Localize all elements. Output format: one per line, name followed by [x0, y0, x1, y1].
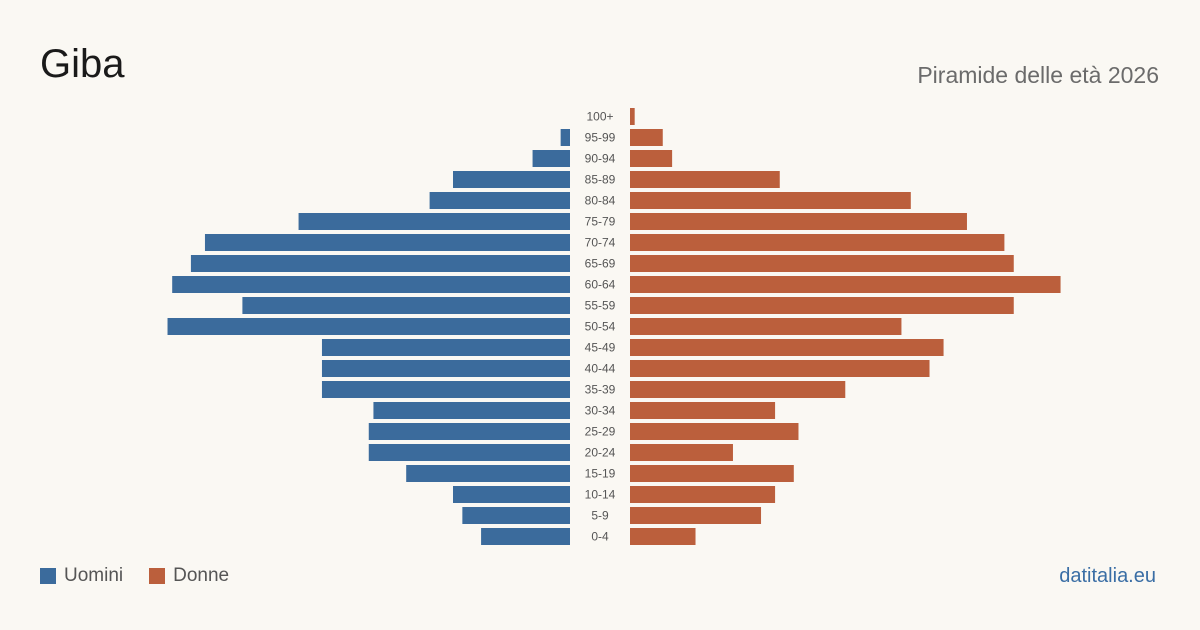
age-label-10-14: 10-14 [585, 488, 616, 502]
bar-men-0-4 [481, 528, 570, 545]
bar-men-25-29 [368, 423, 570, 440]
bar-men-85-89 [453, 171, 570, 188]
age-label-20-24: 20-24 [585, 446, 616, 460]
bar-women-45-49 [630, 339, 944, 356]
bar-men-50-54 [167, 318, 570, 335]
age-label-30-34: 30-34 [585, 404, 616, 418]
bar-women-25-29 [630, 423, 799, 440]
bar-women-75-79 [630, 213, 967, 230]
legend-label-women: Donne [173, 565, 230, 586]
bar-men-20-24 [368, 444, 570, 461]
bar-women-65-69 [630, 255, 1014, 272]
age-label-45-49: 45-49 [585, 341, 616, 355]
legend-swatch-men [40, 568, 56, 584]
bar-women-80-84 [630, 192, 911, 209]
age-label-75-79: 75-79 [585, 215, 616, 229]
bar-women-70-74 [630, 234, 1005, 251]
age-label-50-54: 50-54 [585, 320, 616, 334]
legend: Uomini Donne [40, 565, 229, 587]
age-label-70-74: 70-74 [585, 236, 616, 250]
age-label-5-9: 5-9 [591, 509, 609, 523]
bar-men-10-14 [453, 486, 570, 503]
bar-women-30-34 [630, 402, 776, 419]
bar-men-45-49 [321, 339, 570, 356]
legend-swatch-women [149, 568, 166, 584]
legend-item-women: Donne [149, 565, 229, 587]
age-label-85-89: 85-89 [585, 173, 616, 187]
age-label-80-84: 80-84 [585, 194, 616, 208]
age-label-35-39: 35-39 [585, 383, 616, 397]
bar-women-100+ [630, 108, 635, 125]
bar-women-40-44 [630, 360, 930, 377]
age-label-55-59: 55-59 [585, 299, 616, 313]
bar-women-95-99 [630, 129, 663, 146]
bar-women-5-9 [630, 507, 762, 524]
bar-women-90-94 [630, 150, 673, 167]
bar-men-35-39 [321, 381, 570, 398]
bar-women-50-54 [630, 318, 902, 335]
bar-men-30-34 [373, 402, 570, 419]
bar-men-65-69 [190, 255, 571, 272]
page-title: Giba [40, 42, 125, 86]
chart-subtitle: Piramide delle età 2026 [917, 62, 1159, 88]
bar-women-15-19 [630, 465, 794, 482]
bar-women-60-64 [630, 276, 1061, 293]
bar-women-35-39 [630, 381, 846, 398]
age-label-40-44: 40-44 [585, 362, 616, 376]
bar-women-0-4 [630, 528, 696, 545]
age-label-60-64: 60-64 [585, 278, 616, 292]
bar-women-55-59 [630, 297, 1014, 314]
bar-men-60-64 [172, 276, 570, 293]
bar-men-95-99 [560, 129, 570, 146]
age-label-95-99: 95-99 [585, 131, 616, 145]
bar-women-85-89 [630, 171, 780, 188]
legend-label-men: Uomini [64, 565, 124, 586]
bar-men-75-79 [298, 213, 570, 230]
bar-men-40-44 [321, 360, 570, 377]
bar-men-15-19 [406, 465, 570, 482]
bar-men-80-84 [429, 192, 570, 209]
age-label-15-19: 15-19 [585, 467, 616, 481]
age-label-65-69: 65-69 [585, 257, 616, 271]
legend-item-men: Uomini [40, 565, 123, 587]
bar-women-20-24 [630, 444, 733, 461]
age-label-0-4: 0-4 [591, 530, 609, 544]
source-link[interactable]: datitalia.eu [1059, 565, 1156, 587]
bar-men-55-59 [242, 297, 570, 314]
age-label-90-94: 90-94 [585, 152, 616, 166]
bar-men-90-94 [532, 150, 570, 167]
bar-men-70-74 [204, 234, 570, 251]
bar-men-5-9 [462, 507, 570, 524]
bar-women-10-14 [630, 486, 776, 503]
age-label-100+: 100+ [586, 110, 613, 124]
age-label-25-29: 25-29 [585, 425, 616, 439]
